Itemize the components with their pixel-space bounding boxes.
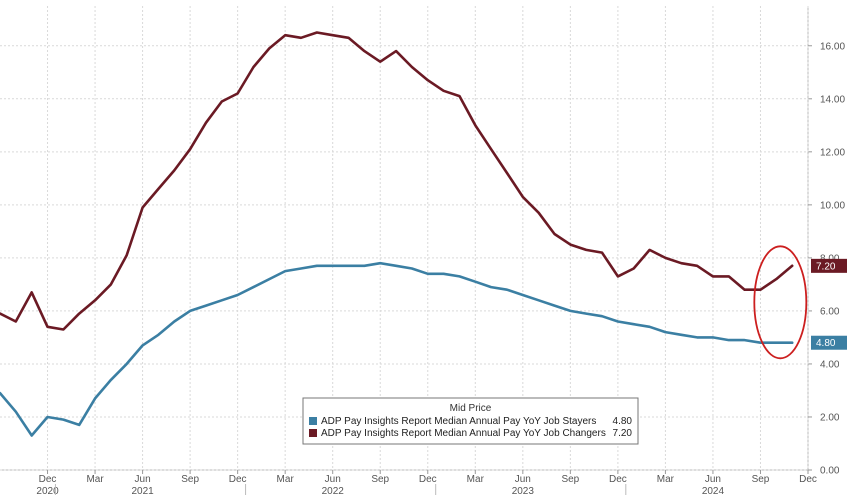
- x-tick-label: Sep: [752, 474, 770, 485]
- y-tick-label: 6.00: [820, 306, 840, 317]
- y-tick-label: 4.00: [820, 359, 840, 370]
- y-tick-label: 0.00: [820, 466, 840, 477]
- end-value-label-1: 4.80: [816, 338, 836, 349]
- x-tick-label: Dec: [39, 474, 57, 485]
- y-tick-label: 12.00: [820, 147, 845, 158]
- end-value-label-2: 7.20: [816, 261, 836, 272]
- end-value-badge-2: [811, 258, 847, 273]
- x-tick-label: Sep: [181, 474, 199, 485]
- annotation-ellipse: [753, 245, 808, 360]
- x-tick-label: Jun: [135, 474, 151, 485]
- legend-swatch-2: [309, 429, 317, 437]
- x-tick-label: Dec: [229, 474, 247, 485]
- x-tick-label: Sep: [561, 474, 579, 485]
- x-year-label: 2021: [131, 486, 154, 495]
- y-tick-label: 16.00: [820, 41, 845, 52]
- x-year-label: 2022: [322, 486, 345, 495]
- legend-series-name-2: ADP Pay Insights Report Median Annual Pa…: [321, 428, 606, 439]
- end-value-badge-1: [811, 335, 847, 350]
- x-tick-label: Sep: [371, 474, 389, 485]
- series-line-1: [0, 261, 794, 437]
- x-tick-label: Dec: [609, 474, 627, 485]
- x-tick-label: Mar: [86, 474, 104, 485]
- x-tick-label: Mar: [657, 474, 675, 485]
- x-year-label: 2020: [36, 486, 59, 495]
- x-tick-label: Dec: [419, 474, 437, 485]
- y-tick-label: 14.00: [820, 94, 845, 105]
- x-year-label: 2023: [512, 486, 535, 495]
- legend-title: Mid Price: [450, 403, 492, 414]
- legend-swatch-1: [309, 417, 317, 425]
- x-year-label: 2024: [702, 486, 725, 495]
- legend-series-value-1: 4.80: [613, 416, 633, 427]
- x-tick-label: Jun: [515, 474, 531, 485]
- legend-series-value-2: 7.20: [613, 428, 633, 439]
- legend-series-name-1: ADP Pay Insights Report Median Annual Pa…: [321, 416, 596, 427]
- x-tick-label: Jun: [705, 474, 721, 485]
- series-line-2: [0, 31, 794, 331]
- legend-box: [302, 397, 639, 445]
- x-tick-label: Mar: [277, 474, 295, 485]
- y-tick-label: 10.00: [820, 200, 845, 211]
- x-tick-label: Mar: [467, 474, 485, 485]
- x-tick-label: Dec: [799, 474, 817, 485]
- y-tick-label: 2.00: [820, 412, 840, 423]
- x-tick-label: Jun: [325, 474, 341, 485]
